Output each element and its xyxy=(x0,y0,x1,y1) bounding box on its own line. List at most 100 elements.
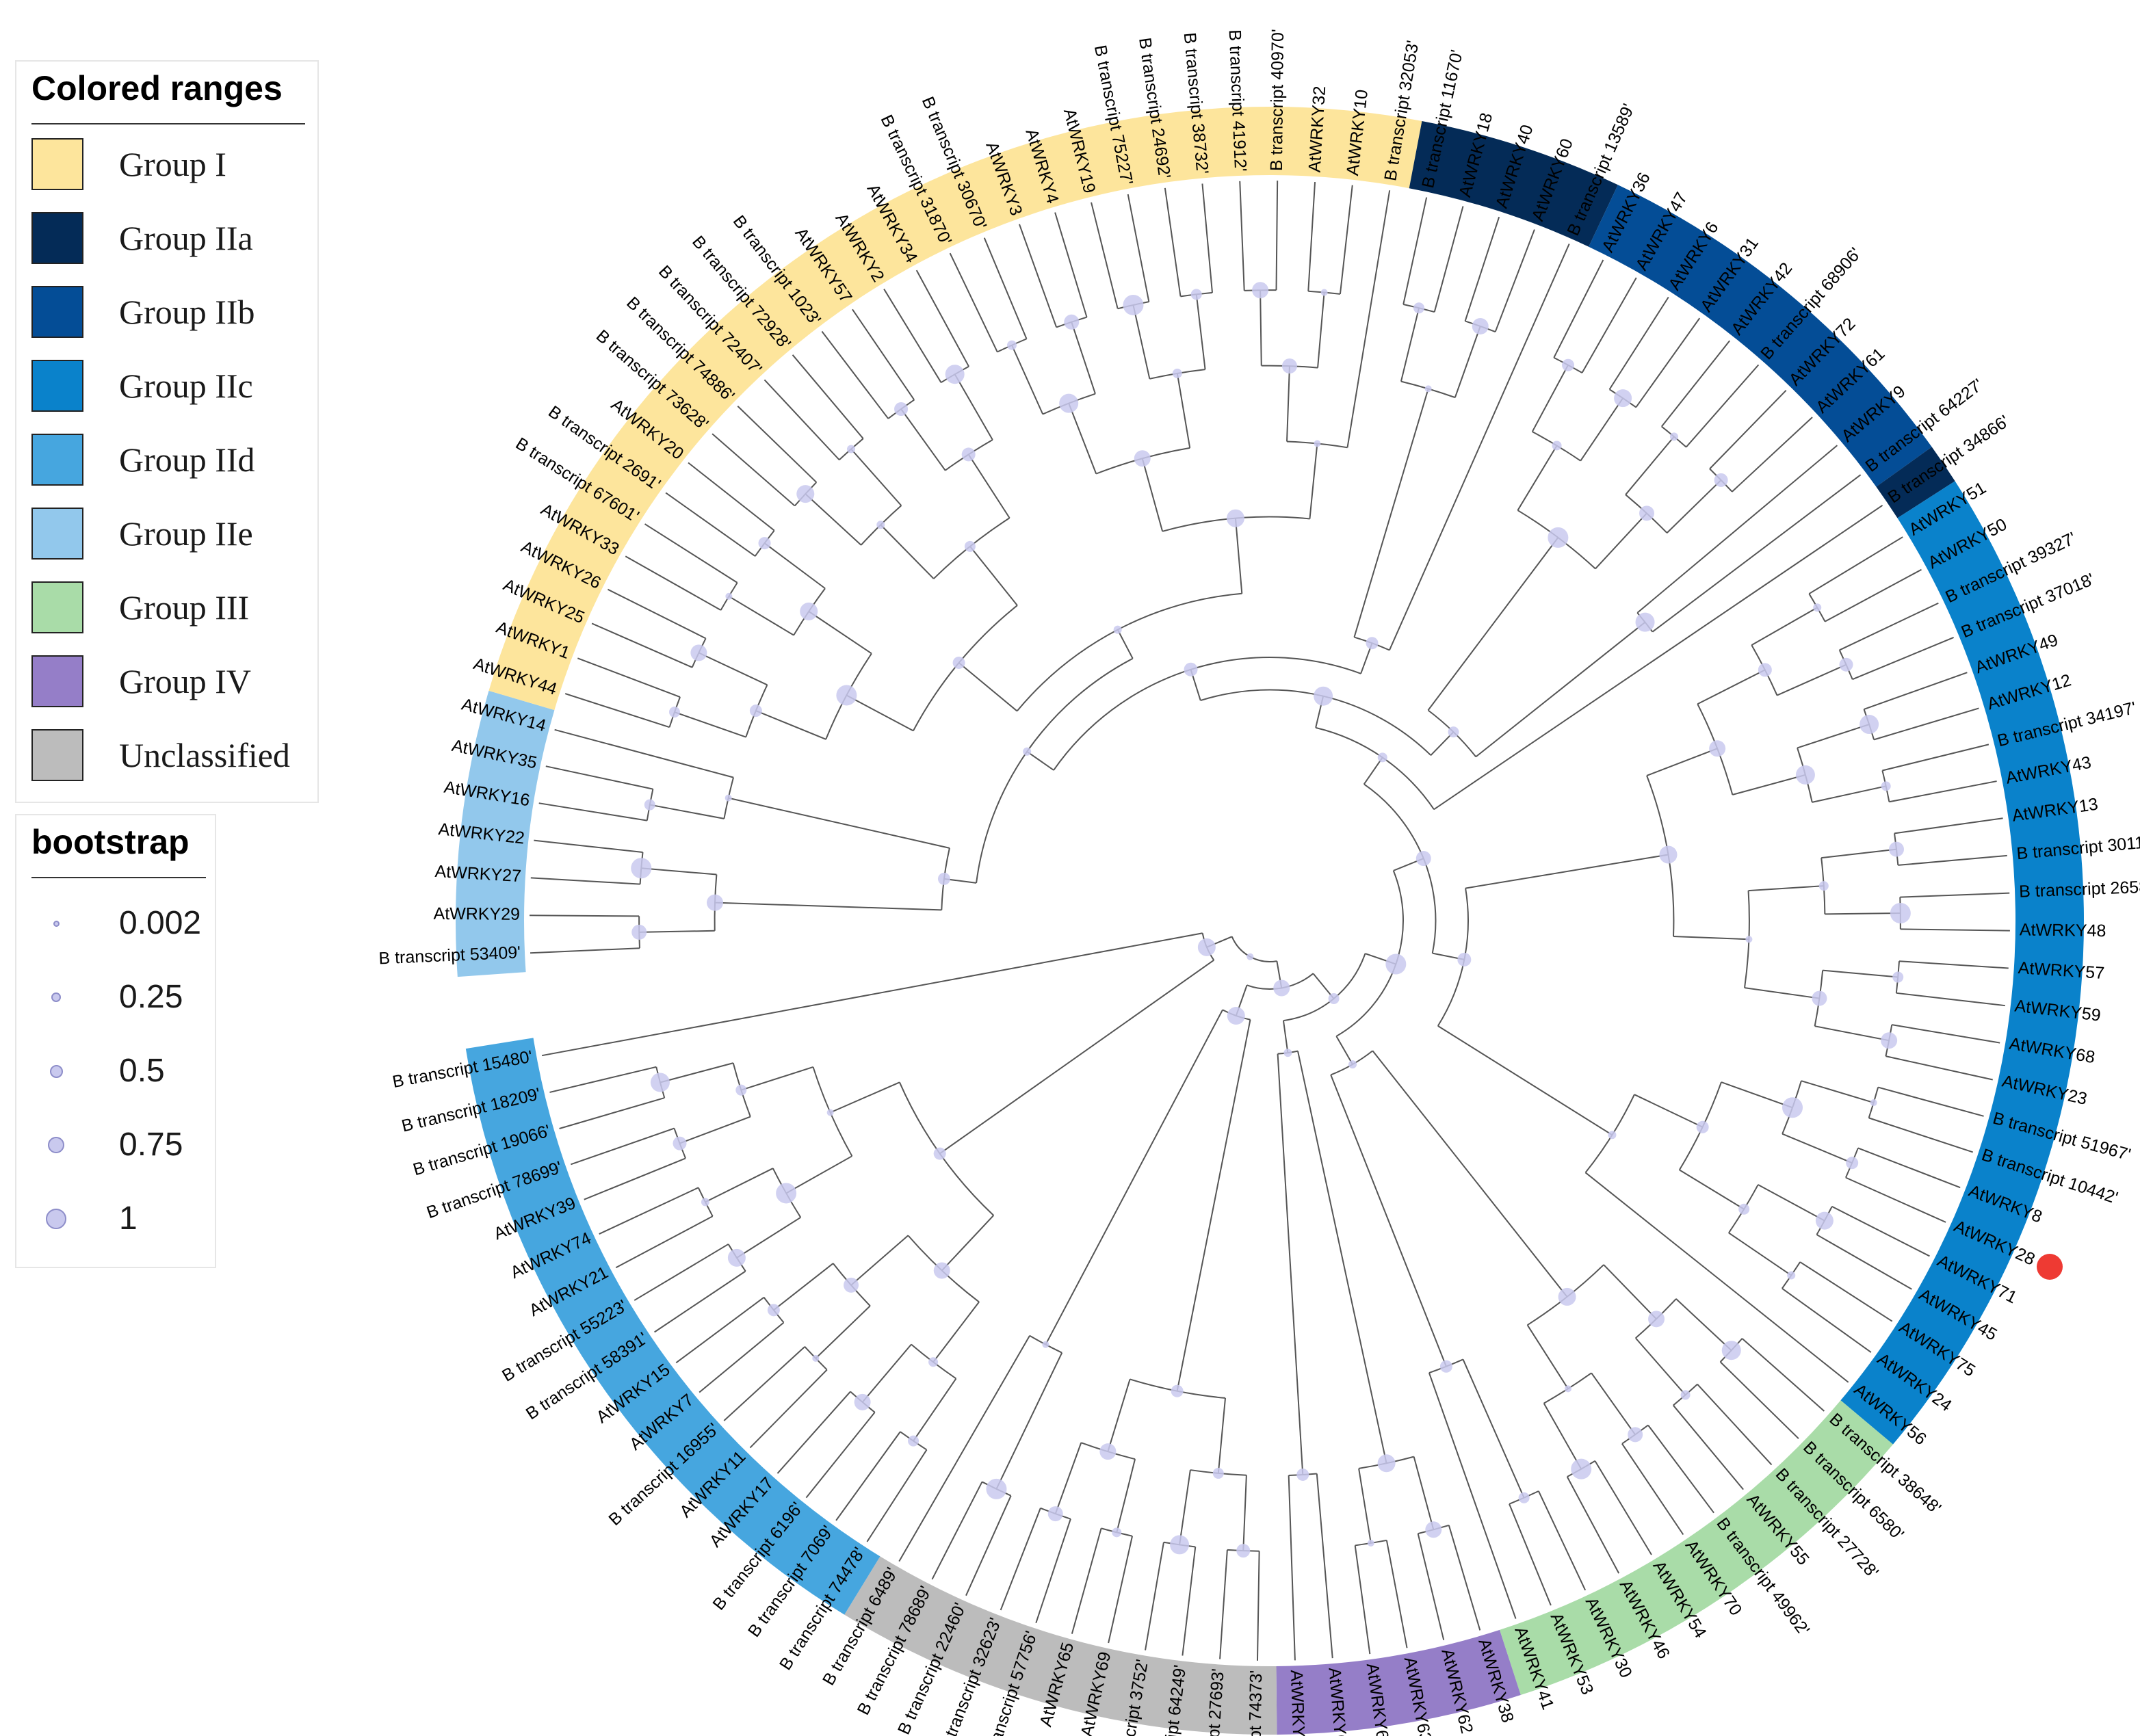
branch-line xyxy=(866,1449,928,1542)
bootstrap-node-dot xyxy=(1314,440,1321,447)
branch-line xyxy=(1732,417,1813,492)
branch-line xyxy=(1054,212,1088,318)
branch-line xyxy=(1141,458,1164,532)
bootstrap-node-dot xyxy=(933,1147,946,1160)
bootstrap-size-dot xyxy=(51,992,61,1002)
branch-line xyxy=(1635,1337,1686,1396)
legend-swatch xyxy=(31,508,83,560)
bootstrap-size-dot xyxy=(48,1137,64,1153)
bootstrap-node-dot xyxy=(1696,1120,1709,1133)
bootstrap-node-dot xyxy=(1377,752,1387,763)
bootstrap-node-dot xyxy=(701,1198,709,1207)
branch-line xyxy=(1219,1549,1228,1659)
branch-line xyxy=(1494,229,1535,332)
bootstrap-node-dot xyxy=(1680,1390,1691,1400)
branch-line xyxy=(939,959,1214,1155)
branch-line xyxy=(1256,1551,1260,1661)
bootstrap-node-dot xyxy=(1659,845,1678,864)
ring-segment xyxy=(1276,1629,1521,1735)
legend-swatch xyxy=(31,729,83,781)
branch-line xyxy=(1744,987,1820,999)
bootstrap-node-dot xyxy=(1860,715,1879,735)
branch-line xyxy=(1019,224,1058,328)
branch-line xyxy=(898,1335,1030,1562)
branch-line xyxy=(639,930,715,933)
bootstrap-node-dot xyxy=(650,1073,670,1092)
branch-line xyxy=(615,1215,714,1269)
branch-line xyxy=(1346,190,1391,448)
branch-line xyxy=(1652,474,1862,633)
branch-line xyxy=(1634,1094,1704,1128)
bootstrap-node-dot xyxy=(1608,1131,1617,1140)
branch-line xyxy=(723,1346,805,1421)
bootstrap-node-dot xyxy=(1846,1157,1859,1170)
bootstrap-node-dot xyxy=(796,485,815,503)
branch-line xyxy=(773,1263,834,1311)
bootstrap-title: bootstrap xyxy=(31,823,190,861)
legend-label: Group III xyxy=(119,588,250,627)
branch-line xyxy=(785,1155,852,1194)
legend-swatch xyxy=(31,138,83,190)
branch-line xyxy=(821,330,889,419)
legend-label: Group IIe xyxy=(119,514,253,553)
branch-line xyxy=(861,1343,912,1403)
branch-line xyxy=(1448,1525,1481,1631)
branch-line xyxy=(1277,1053,1304,1475)
branch-line xyxy=(1054,1442,1082,1514)
branch-line xyxy=(1636,445,1838,614)
bootstrap-node-dot xyxy=(1439,1360,1452,1373)
bootstrap-node-dot xyxy=(1892,971,1904,983)
bootstrap-node-dot xyxy=(1171,1384,1184,1397)
branch-line xyxy=(777,1391,851,1474)
bootstrap-node-dot xyxy=(1669,432,1678,441)
ring-segment xyxy=(488,107,1422,711)
branch-line xyxy=(1900,892,2010,898)
ring-segment xyxy=(844,1556,1277,1735)
branch-line xyxy=(880,524,935,579)
branch-line xyxy=(1045,1009,1223,1345)
branch-line xyxy=(900,408,946,471)
branch-line xyxy=(931,1481,983,1580)
branch-line xyxy=(883,289,942,383)
branch-line xyxy=(1782,1133,1853,1164)
branch-line xyxy=(549,1066,657,1093)
branch-line xyxy=(1709,389,1787,470)
bootstrap-value-label: 0.5 xyxy=(119,1053,165,1089)
branch-line xyxy=(1666,479,1722,534)
branch-line xyxy=(530,915,640,917)
branch-line xyxy=(1275,181,1279,291)
branch-line xyxy=(554,728,734,778)
branch-line xyxy=(1353,389,1429,637)
bootstrap-node-dot xyxy=(1328,993,1340,1005)
branch-line xyxy=(699,1321,785,1393)
branch-line xyxy=(1454,326,1481,398)
branch-line xyxy=(1808,536,1903,594)
branch-line xyxy=(1543,1403,1582,1470)
branch-line xyxy=(1580,397,1623,462)
branch-line xyxy=(1741,1338,1825,1412)
bootstrap-node-dot xyxy=(1367,1539,1374,1547)
branch-line xyxy=(1892,1024,2000,1044)
branch-line xyxy=(1797,724,1870,749)
bootstrap-node-dot xyxy=(1818,881,1829,891)
bootstrap-node-dot xyxy=(1047,1506,1063,1522)
bootstrap-size-dot xyxy=(49,1064,63,1078)
branch-line xyxy=(1462,1359,1525,1499)
bootstrap-node-dot xyxy=(1745,936,1753,943)
branch-arc xyxy=(1053,657,1361,771)
branch-line xyxy=(1821,848,1897,859)
bootstrap-node-dot xyxy=(1064,314,1080,330)
branch-line xyxy=(654,1270,746,1333)
branch-line xyxy=(641,867,717,876)
legend-label: Group I xyxy=(119,145,226,183)
branch-line xyxy=(932,1301,980,1363)
branch-line xyxy=(1176,373,1191,449)
bootstrap-node-dot xyxy=(1448,726,1459,738)
branch-line xyxy=(1465,854,1669,889)
branch-line xyxy=(1812,785,1886,803)
branch-line xyxy=(792,354,864,439)
ring-segment xyxy=(1409,120,1618,247)
branch-line xyxy=(1845,1176,1946,1223)
bootstrap-node-dot xyxy=(1815,1211,1834,1230)
